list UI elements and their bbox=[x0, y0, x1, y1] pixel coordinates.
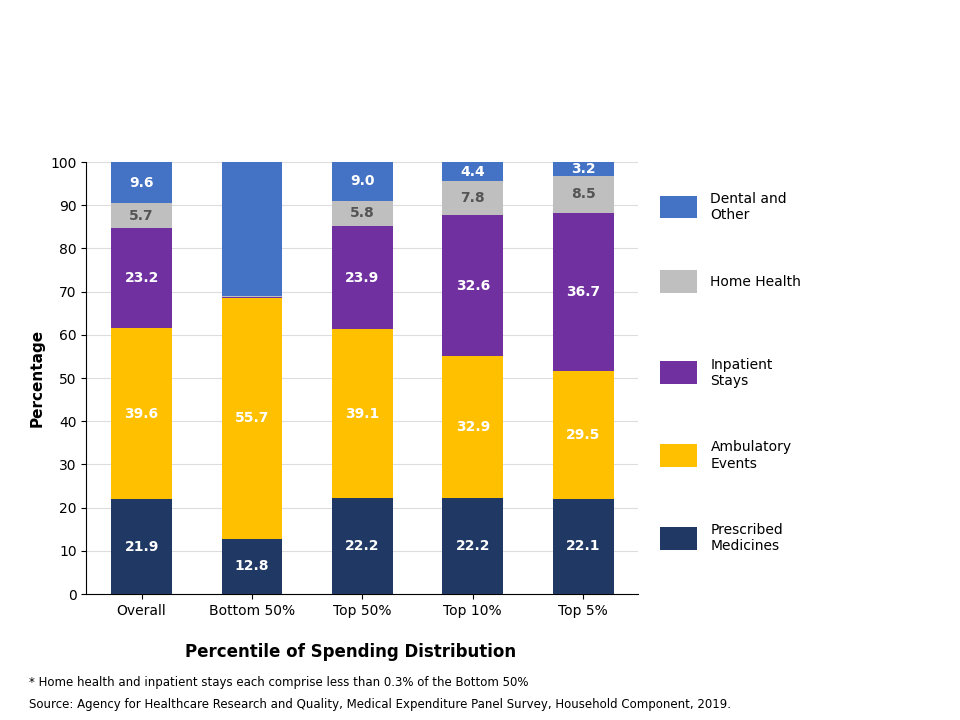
Bar bbox=[222, 298, 282, 539]
Bar bbox=[553, 162, 613, 176]
Text: Dental and
Other: Dental and Other bbox=[710, 192, 787, 222]
Text: 55.7: 55.7 bbox=[235, 411, 269, 426]
Text: 9.6: 9.6 bbox=[130, 176, 154, 190]
Bar bbox=[660, 196, 697, 218]
Bar bbox=[222, 161, 282, 296]
Text: Prescribed
Medicines: Prescribed Medicines bbox=[710, 523, 783, 553]
Bar bbox=[222, 539, 282, 594]
Text: Percentile of Spending Distribution: Percentile of Spending Distribution bbox=[185, 642, 516, 661]
Text: 23.9: 23.9 bbox=[346, 271, 379, 284]
Bar bbox=[111, 162, 172, 204]
Text: 5.7: 5.7 bbox=[130, 209, 154, 222]
Text: 22.2: 22.2 bbox=[456, 539, 490, 553]
Text: 8.5: 8.5 bbox=[571, 187, 595, 201]
Bar bbox=[222, 297, 282, 298]
Bar bbox=[553, 176, 613, 212]
Bar bbox=[443, 498, 503, 594]
Text: 32.6: 32.6 bbox=[456, 279, 490, 292]
Text: 21.9: 21.9 bbox=[125, 540, 158, 554]
Text: Source: Agency for Healthcare Research and Quality, Medical Expenditure Panel Su: Source: Agency for Healthcare Research a… bbox=[29, 698, 731, 711]
Text: 5.8: 5.8 bbox=[350, 207, 374, 220]
Bar bbox=[111, 204, 172, 228]
Bar bbox=[111, 228, 172, 328]
Text: 3.2: 3.2 bbox=[571, 162, 595, 176]
Text: 7.8: 7.8 bbox=[461, 192, 485, 205]
Text: 39.1: 39.1 bbox=[346, 407, 379, 420]
Bar bbox=[660, 527, 697, 549]
Text: * Home health and inpatient stays each comprise less than 0.3% of the Bottom 50%: * Home health and inpatient stays each c… bbox=[29, 676, 528, 689]
Text: 9.0: 9.0 bbox=[350, 174, 374, 189]
Text: 32.9: 32.9 bbox=[456, 420, 490, 434]
Text: Ambulatory
Events: Ambulatory Events bbox=[710, 441, 792, 470]
Bar bbox=[553, 498, 613, 594]
Bar bbox=[332, 498, 393, 594]
Bar bbox=[332, 201, 393, 226]
Text: and spending percentile, 2019: and spending percentile, 2019 bbox=[233, 78, 592, 98]
Text: 23.2: 23.2 bbox=[125, 271, 158, 285]
Text: 39.6: 39.6 bbox=[125, 407, 158, 421]
Bar bbox=[553, 212, 613, 371]
Bar bbox=[553, 371, 613, 498]
Bar bbox=[111, 328, 172, 500]
Bar bbox=[660, 444, 697, 467]
Bar bbox=[443, 163, 503, 181]
Text: Home Health: Home Health bbox=[710, 274, 802, 289]
Bar bbox=[443, 181, 503, 215]
Text: 22.1: 22.1 bbox=[566, 539, 600, 553]
Bar bbox=[222, 296, 282, 297]
Bar bbox=[111, 500, 172, 594]
Text: Figure 6. Proportion of expenditures by type of service: Figure 6. Proportion of expenditures by … bbox=[87, 33, 738, 53]
Bar bbox=[443, 356, 503, 498]
Y-axis label: Percentage: Percentage bbox=[30, 329, 45, 427]
Bar bbox=[660, 270, 697, 293]
Bar bbox=[332, 162, 393, 201]
Text: Inpatient
Stays: Inpatient Stays bbox=[710, 358, 773, 387]
Bar bbox=[332, 226, 393, 329]
Bar bbox=[332, 329, 393, 498]
Text: 4.4: 4.4 bbox=[461, 165, 485, 179]
Text: 29.5: 29.5 bbox=[566, 428, 600, 442]
Text: 36.7: 36.7 bbox=[566, 285, 600, 299]
Text: 12.8: 12.8 bbox=[235, 559, 269, 573]
Bar bbox=[443, 215, 503, 356]
Text: 22.2: 22.2 bbox=[346, 539, 379, 553]
Bar bbox=[660, 361, 697, 384]
